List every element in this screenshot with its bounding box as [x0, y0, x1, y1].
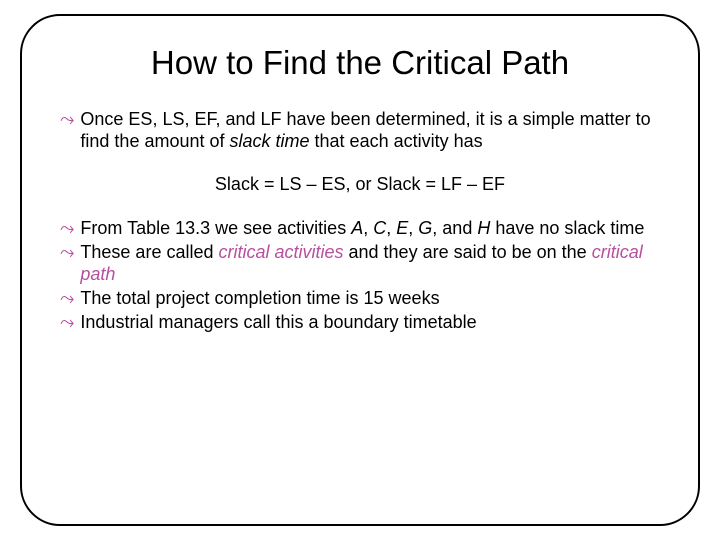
text-segment: , and [432, 218, 477, 238]
text-segment: , [408, 218, 418, 238]
slide-title: How to Find the Critical Path [60, 44, 660, 82]
text-segment: and they are said to be on the [344, 242, 592, 262]
bullet-item: ⤳ These are called critical activities a… [60, 241, 660, 285]
bullet-text: Industrial managers call this a boundary… [80, 311, 476, 333]
bullet-text: Once ES, LS, EF, and LF have been determ… [80, 108, 660, 152]
text-segment: , [363, 218, 373, 238]
bullet-item: ⤳ From Table 13.3 we see activities A, C… [60, 217, 660, 239]
emphasis-text: E [396, 218, 408, 238]
bullet-item: ⤳ The total project completion time is 1… [60, 287, 660, 309]
bullet-icon: ⤳ [60, 108, 74, 130]
bullet-item: ⤳ Once ES, LS, EF, and LF have been dete… [60, 108, 660, 152]
bullet-item: ⤳ Industrial managers call this a bounda… [60, 311, 660, 333]
emphasis-text: A [351, 218, 363, 238]
bullet-text: These are called critical activities and… [80, 241, 660, 285]
text-segment: that each activity has [310, 131, 483, 151]
emphasis-text: G [418, 218, 432, 238]
bullet-icon: ⤳ [60, 241, 74, 263]
text-segment: Industrial managers call this a boundary… [80, 312, 476, 332]
text-segment: From Table 13.3 we see activities [80, 218, 351, 238]
slide-frame: How to Find the Critical Path ⤳ Once ES,… [20, 14, 700, 526]
bullet-text: The total project completion time is 15 … [80, 287, 439, 309]
bullet-text: From Table 13.3 we see activities A, C , … [80, 217, 644, 239]
emphasis-text: slack time [230, 131, 310, 151]
emphasis-text: C [373, 218, 386, 238]
emphasis-text: H [477, 218, 490, 238]
text-segment: These are called [80, 242, 218, 262]
formula-text: Slack = LS – ES, or Slack = LF – EF [60, 174, 660, 195]
bullet-icon: ⤳ [60, 311, 74, 333]
text-segment: The total project completion time is 15 … [80, 288, 439, 308]
bullet-group-1: ⤳ Once ES, LS, EF, and LF have been dete… [60, 108, 660, 152]
bullet-group-2: ⤳ From Table 13.3 we see activities A, C… [60, 217, 660, 333]
text-segment: have no slack time [490, 218, 644, 238]
bullet-icon: ⤳ [60, 217, 74, 239]
critical-text: critical activities [218, 242, 343, 262]
bullet-icon: ⤳ [60, 287, 74, 309]
text-segment: , [386, 218, 396, 238]
